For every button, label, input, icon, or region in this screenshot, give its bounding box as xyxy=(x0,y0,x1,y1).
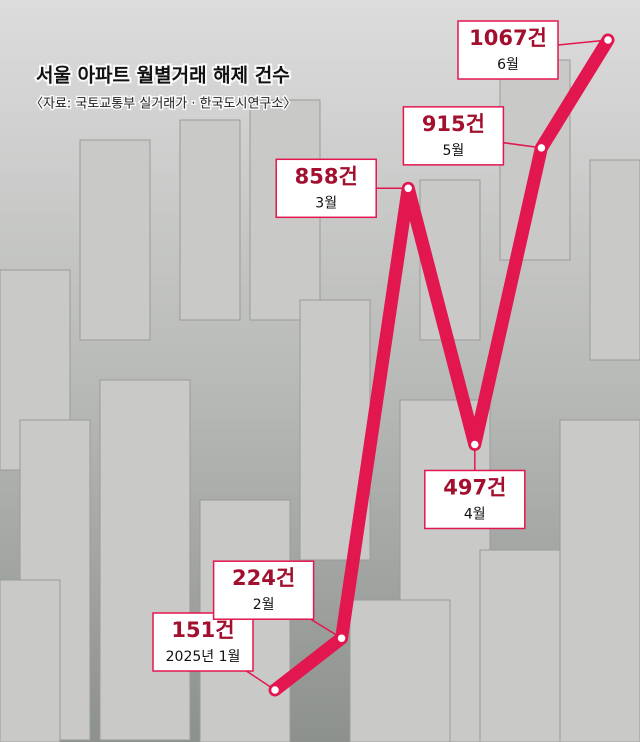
category-label: 4월 xyxy=(464,506,486,522)
point xyxy=(336,632,347,644)
point xyxy=(536,142,547,154)
category-label: 6월 xyxy=(497,57,519,73)
category-label: 3월 xyxy=(315,195,337,211)
value-label: 1067건 xyxy=(469,26,547,50)
label-box xyxy=(457,20,559,80)
point xyxy=(269,684,281,696)
value-label: 858건 xyxy=(295,164,358,188)
buildings xyxy=(0,59,640,742)
point xyxy=(469,439,481,450)
chart-title: 서울 아파트 월별거래 해제 건수 xyxy=(36,65,290,87)
label-box xyxy=(275,158,377,219)
value-label: 497건 xyxy=(443,475,506,499)
value-label: 224건 xyxy=(232,566,295,590)
chart-subtitle: 〈자료: 국토교통부 실거래가 · 한국도시연구소〉 xyxy=(30,97,296,112)
label-box xyxy=(424,469,526,530)
label-box xyxy=(212,560,315,620)
label-box xyxy=(152,612,254,672)
category-label: 2025년 1월 xyxy=(166,649,241,665)
value-label: 915건 xyxy=(422,112,485,136)
line xyxy=(268,33,615,697)
point xyxy=(402,183,414,194)
category-label: 2월 xyxy=(253,597,275,613)
category-label: 5월 xyxy=(443,143,465,159)
value-label: 151건 xyxy=(171,618,234,642)
label-box xyxy=(402,106,505,166)
point xyxy=(602,34,614,46)
